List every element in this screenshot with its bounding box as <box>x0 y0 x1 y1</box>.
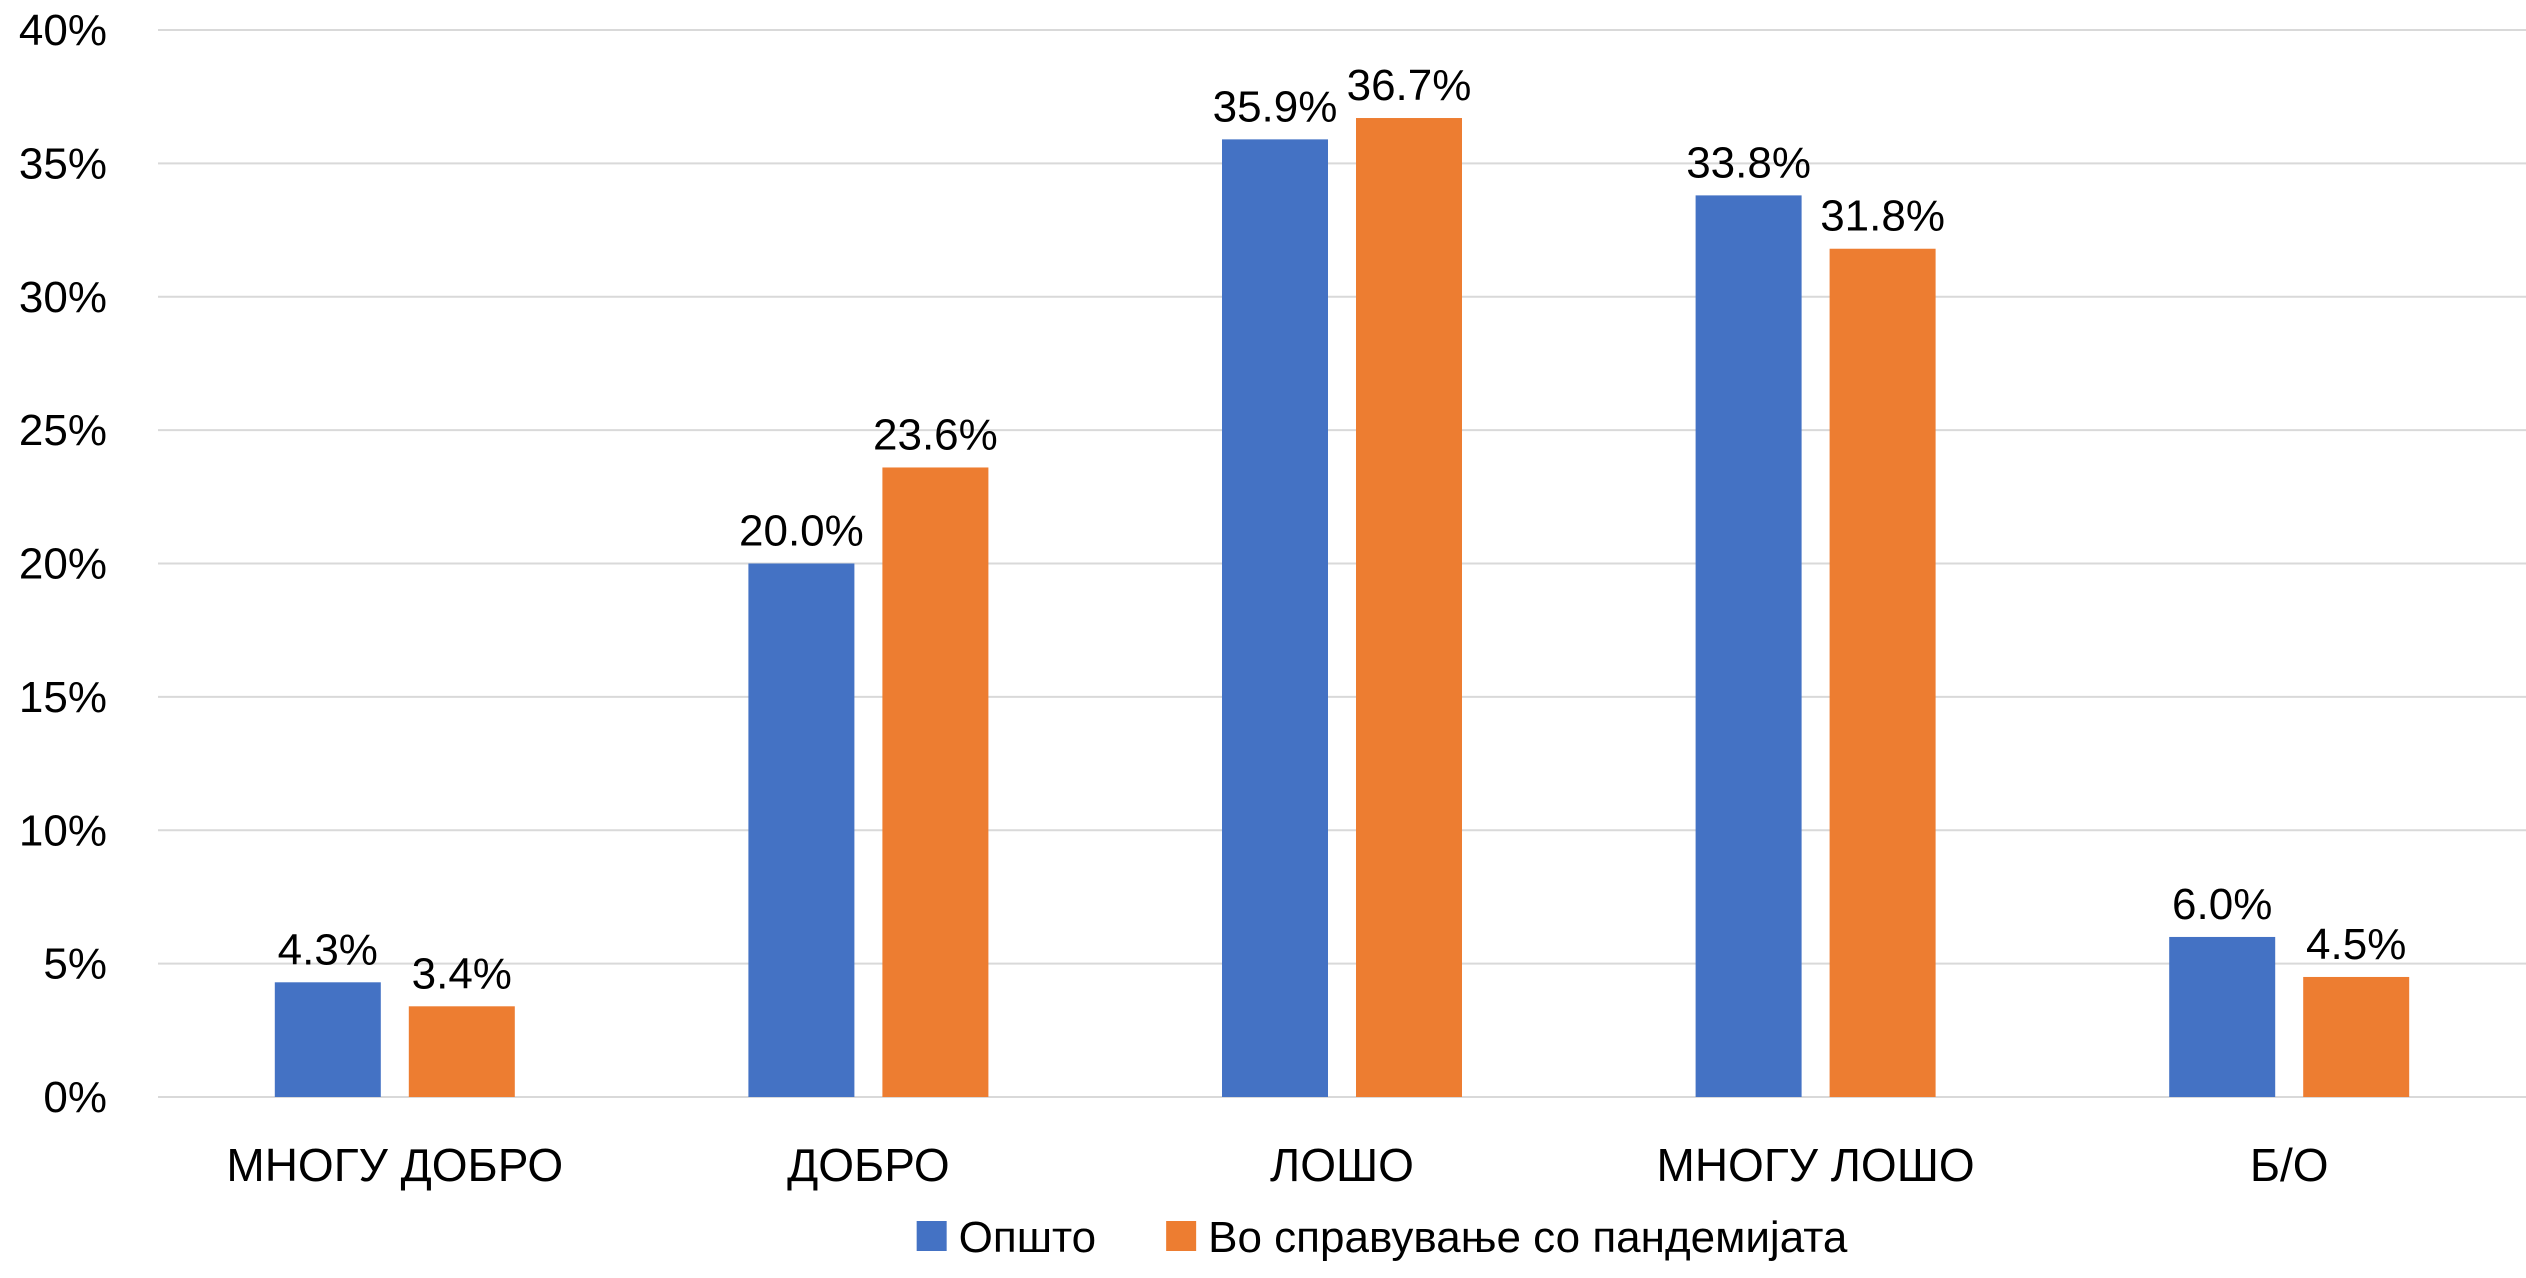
data-label: 36.7% <box>1347 61 1472 110</box>
x-axis-categories: МНОГУ ДОБРО ДОБРО ЛОШО МНОГУ ЛОШО Б/О <box>226 1139 2328 1191</box>
bar <box>2303 976 2410 1097</box>
legend-item[interactable]: Во справување со пандемијата <box>1166 1213 1848 1262</box>
gridlines <box>158 29 2526 1098</box>
data-labels: 4.3% 3.4% 20.0%23.6% 35.9% 36.7% 33.8%31.8% 6.… <box>278 61 2407 998</box>
legend-swatch <box>1166 1221 1197 1251</box>
data-label: 33.8% <box>1686 138 1811 187</box>
bar <box>1356 118 1462 1098</box>
y-tick-label: 20% <box>19 540 107 589</box>
bar <box>1222 139 1328 1097</box>
data-label: 6.0% <box>2172 880 2272 929</box>
bars <box>274 118 2410 1098</box>
y-tick-label: 30% <box>19 273 107 322</box>
bar <box>408 1006 515 1097</box>
data-label: 31.8% <box>1820 192 1945 241</box>
y-tick-label: 35% <box>19 139 107 188</box>
data-label: 23.6% <box>873 410 998 459</box>
data-label: 20.0% <box>739 507 864 556</box>
x-category-label: ЛОШО <box>1270 1139 1414 1191</box>
x-category-label: ДОБРО <box>787 1139 950 1191</box>
bar <box>1829 248 1936 1098</box>
x-category-label: МНОГУ ДОБРО <box>226 1139 563 1191</box>
legend-swatch <box>916 1221 947 1251</box>
data-label: 35.9% <box>1213 82 1338 131</box>
y-tick-label: 0% <box>43 1073 107 1122</box>
bar <box>748 563 855 1097</box>
legend-item[interactable]: Општо <box>916 1213 1096 1262</box>
data-label: 4.5% <box>2306 920 2406 969</box>
data-label: 3.4% <box>412 949 512 998</box>
bar <box>882 467 989 1098</box>
legend[interactable]: Општо Во справување со пандемијата <box>916 1213 1848 1262</box>
legend-label: Во справување со пандемијата <box>1208 1213 1848 1262</box>
y-tick-label: 15% <box>19 673 107 722</box>
y-tick-label: 40% <box>19 6 107 55</box>
y-tick-label: 25% <box>19 406 107 455</box>
y-tick-label: 10% <box>19 806 107 855</box>
bar <box>274 982 381 1097</box>
y-axis-ticks: 0% 5% 10% 15% 20% 25% 30% 35% 40% <box>19 6 107 1122</box>
data-label: 4.3% <box>278 925 378 974</box>
bar <box>1695 195 1802 1097</box>
x-category-label: МНОГУ ЛОШО <box>1657 1139 1975 1191</box>
legend-label: Општо <box>959 1213 1096 1262</box>
x-category-label: Б/О <box>2250 1139 2329 1191</box>
bar <box>2169 936 2276 1097</box>
y-tick-label: 5% <box>43 940 107 989</box>
